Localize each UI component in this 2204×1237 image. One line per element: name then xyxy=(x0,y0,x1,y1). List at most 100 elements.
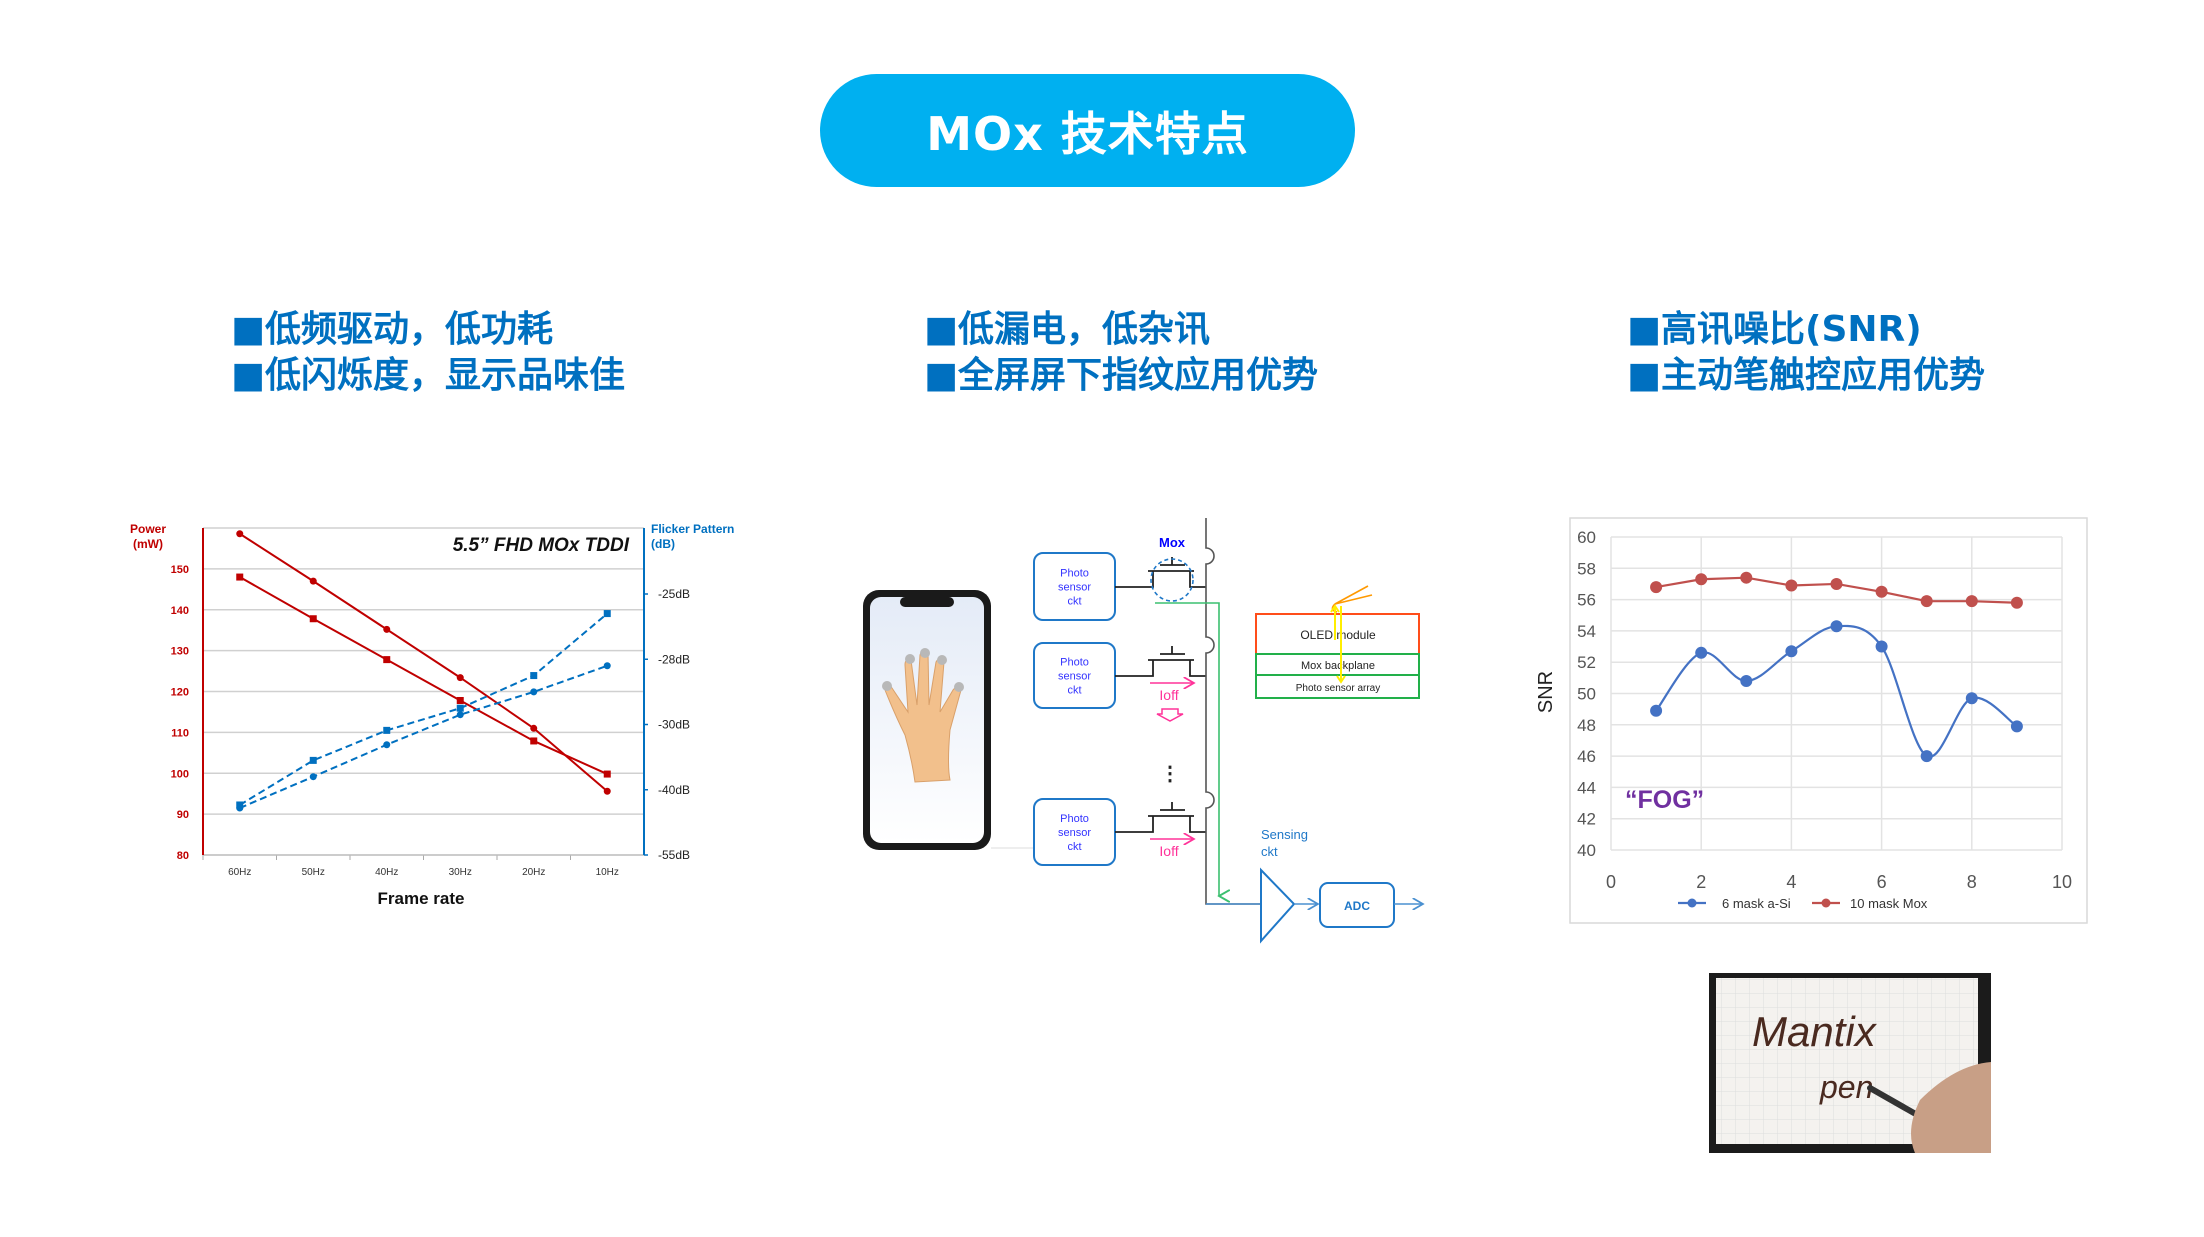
data-point xyxy=(1965,692,1978,705)
x-tick-label: 6 xyxy=(1877,872,1887,892)
tft-transistor-icon xyxy=(1115,557,1206,588)
data-point xyxy=(1830,620,1843,633)
sensor-row: Photo sensor ckt Ioff xyxy=(1033,798,1206,866)
layer-mox-backplane: Mox backplane xyxy=(1301,660,1375,672)
title-banner: MOx 技术特点 xyxy=(820,74,1355,187)
x-tick-label: 10 xyxy=(2052,872,2072,892)
hand-icon xyxy=(882,648,964,783)
y-tick-label: 58 xyxy=(1577,559,1596,578)
layer-oled-module: OLED module xyxy=(1300,628,1376,642)
data-point xyxy=(1920,595,1933,608)
data-point xyxy=(1785,579,1798,592)
left-tick-label: 140 xyxy=(171,605,189,617)
right-tick-label: -30dB xyxy=(658,718,690,732)
light-down-arrow xyxy=(1336,606,1346,684)
y-tick-label: 40 xyxy=(1577,841,1596,860)
right-tick-label: -40dB xyxy=(658,783,690,797)
feature-item: ■低闪烁度，显示品味佳 xyxy=(231,355,626,396)
feature-item: ■全屏屏下指纹应用优势 xyxy=(924,355,1319,396)
y-tick-label: 50 xyxy=(1577,685,1596,704)
photo-sensor-block xyxy=(1033,642,1116,709)
data-point xyxy=(603,610,611,618)
right-axis-label-unit: (dB) xyxy=(651,537,675,551)
sensor-row: Photo sensor ckt xyxy=(1033,552,1206,621)
y-axis-label: SNR xyxy=(1535,671,1557,713)
handwriting-mantix: Mantix xyxy=(1752,1008,1878,1055)
sensor-row: Photo sensor ckt Ioff xyxy=(1033,642,1206,722)
y-tick-label: 42 xyxy=(1577,810,1596,829)
tft-transistor-icon xyxy=(1115,646,1206,677)
data-point xyxy=(530,672,538,680)
mox-label: Mox xyxy=(1159,535,1186,550)
readout-bus xyxy=(1205,518,1261,905)
legend-label-mox: 10 mask Mox xyxy=(1850,896,1928,911)
left-tick-label: 100 xyxy=(171,768,189,780)
photo-sensor-label: sensor xyxy=(1058,671,1091,683)
data-point xyxy=(1965,595,1978,608)
x-tick-label: 40Hz xyxy=(375,867,398,878)
sensing-label-ckt: ckt xyxy=(1261,844,1278,859)
data-point xyxy=(236,801,244,809)
left-tick-label: 150 xyxy=(171,564,189,576)
handwriting-pen: pen xyxy=(1819,1069,1873,1105)
photo-sensor-label: ckt xyxy=(1067,596,1081,608)
y-tick-label: 48 xyxy=(1577,716,1596,735)
feature-item: ■高讯噪比(SNR) xyxy=(1627,309,1922,350)
data-point xyxy=(309,577,317,585)
right-tick-label: -55dB xyxy=(658,848,690,862)
data-point xyxy=(1650,581,1663,594)
right-axis-label: Flicker Pattern xyxy=(651,522,734,536)
data-point xyxy=(1740,674,1753,687)
feature-list-left: ■低频驱动，低功耗 ■低闪烁度，显示品味佳 xyxy=(231,307,625,399)
phone-image xyxy=(863,590,991,850)
data-point xyxy=(2010,596,2023,609)
data-point xyxy=(309,773,317,781)
adc-block xyxy=(1319,882,1395,928)
down-arrow-icon xyxy=(1156,708,1184,722)
series-line-3 xyxy=(239,664,608,809)
left-tick-label: 80 xyxy=(177,850,189,862)
feature-item: ■低频驱动，低功耗 xyxy=(231,309,554,350)
left-tick-label: 90 xyxy=(177,809,189,821)
mox-highlight-circle xyxy=(1150,558,1194,602)
data-point xyxy=(1875,585,1888,598)
x-tick-label: 20Hz xyxy=(522,867,545,878)
photo-sensor-label: sensor xyxy=(1058,827,1091,839)
feature-item: ■低漏电，低杂讯 xyxy=(924,309,1211,350)
photo-sensor-label: ckt xyxy=(1067,685,1081,697)
data-point xyxy=(1920,750,1933,763)
series-line-1 xyxy=(1655,576,2017,604)
data-point xyxy=(309,615,317,623)
data-point xyxy=(530,724,538,732)
data-point xyxy=(236,573,244,581)
photo-sensor-block xyxy=(1033,552,1116,621)
data-point xyxy=(603,770,611,778)
data-point xyxy=(1785,645,1798,658)
series-line-2 xyxy=(239,612,608,806)
feature-list-right: ■高讯噪比(SNR) ■主动笔触控应用优势 xyxy=(1627,307,1985,399)
y-tick-label: 52 xyxy=(1577,653,1596,672)
tft-transistor-icon xyxy=(1115,802,1206,833)
data-point xyxy=(530,688,538,696)
ioff-label: Ioff xyxy=(1159,843,1178,859)
x-axis-label: Frame rate xyxy=(378,889,465,908)
photo-sensor-label: Photo xyxy=(1060,657,1089,669)
left-tick-label: 110 xyxy=(171,727,189,739)
y-tick-label: 56 xyxy=(1577,591,1596,610)
data-point xyxy=(309,756,317,764)
photo-sensor-label: Photo xyxy=(1060,568,1089,580)
x-tick-label: 50Hz xyxy=(302,867,325,878)
signal-path-arrow xyxy=(1155,602,1219,896)
x-tick-label: 0 xyxy=(1606,872,1616,892)
ioff-label: Ioff xyxy=(1159,687,1178,703)
light-up-arrow xyxy=(1330,604,1340,640)
right-tick-label: -25dB xyxy=(658,587,690,601)
series-line-0 xyxy=(1655,624,2018,758)
fog-annotation: “FOG” xyxy=(1625,786,1704,814)
stylus-icon xyxy=(1867,1085,1938,1128)
data-point xyxy=(236,530,244,538)
x-tick-label: 10Hz xyxy=(596,867,619,878)
data-point xyxy=(456,696,464,704)
y-tick-label: 46 xyxy=(1577,747,1596,766)
adc-label: ADC xyxy=(1344,899,1370,913)
